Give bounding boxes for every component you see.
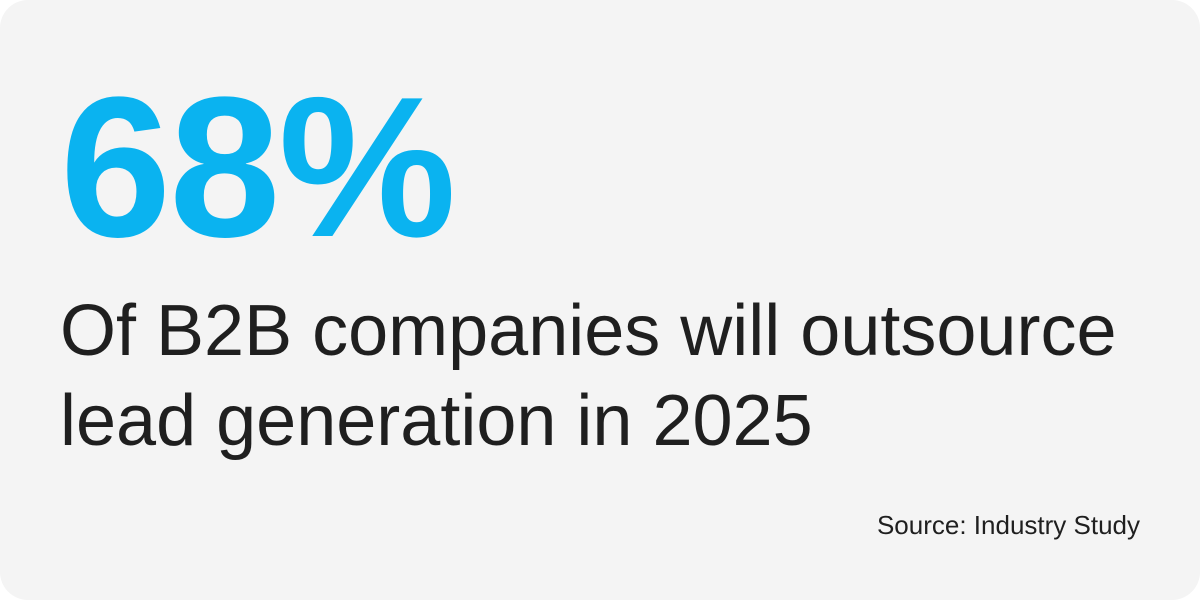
stat-percentage: 68% [60,56,456,279]
stat-description-line-1: Of B2B companies will outsource [60,291,1117,371]
stat-description-line-2: lead generation in 2025 [60,381,813,461]
stat-description: Of B2B companies will outsource lead gen… [60,286,1160,466]
source-caption: Source: Industry Study [876,510,1140,540]
